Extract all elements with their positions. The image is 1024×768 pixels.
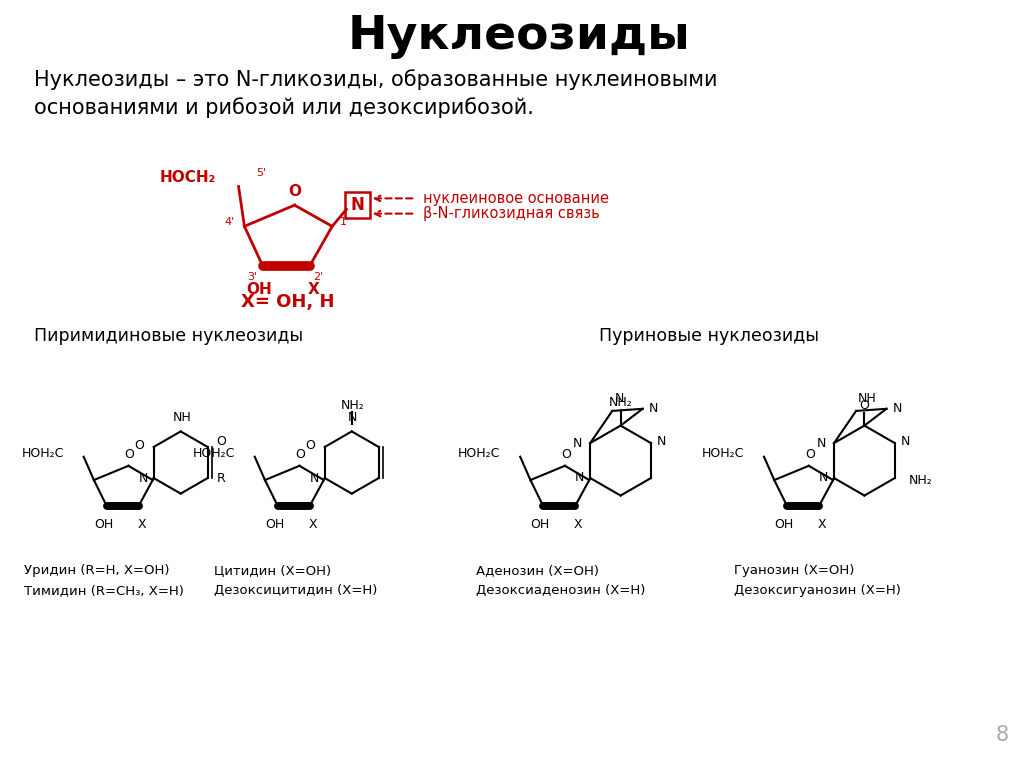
Text: 3': 3' — [247, 272, 257, 282]
Text: O: O — [125, 448, 134, 461]
Text: N: N — [648, 402, 658, 415]
Text: N: N — [901, 435, 910, 448]
Text: N: N — [656, 435, 667, 448]
Text: R: R — [216, 472, 225, 485]
Text: 8: 8 — [995, 725, 1009, 745]
Text: Дезоксицитидин (X=H): Дезоксицитидин (X=H) — [214, 584, 378, 598]
Text: Уридин (R=H, X=OH): Уридин (R=H, X=OH) — [24, 564, 169, 578]
Text: N: N — [892, 402, 902, 415]
Text: 4': 4' — [224, 217, 234, 227]
Text: NH₂: NH₂ — [341, 399, 365, 412]
Text: N: N — [350, 196, 365, 214]
Text: HOCH₂: HOCH₂ — [160, 170, 216, 185]
Text: β-N-гликозидная связь: β-N-гликозидная связь — [423, 206, 600, 221]
Text: HOH₂C: HOH₂C — [22, 447, 63, 460]
Text: Пуриновые нуклеозиды: Пуриновые нуклеозиды — [599, 327, 819, 345]
Text: O: O — [561, 448, 570, 461]
Text: OH: OH — [774, 518, 794, 531]
Text: Цитидин (X=OH): Цитидин (X=OH) — [214, 564, 332, 578]
Text: основаниями и рибозой или дезоксирибозой.: основаниями и рибозой или дезоксирибозой… — [34, 97, 534, 118]
Text: Гуанозин (X=OH): Гуанозин (X=OH) — [733, 564, 854, 578]
Text: N: N — [819, 471, 828, 484]
Text: O: O — [859, 399, 869, 412]
Text: OH: OH — [94, 518, 114, 531]
Text: нуклеиновое основание: нуклеиновое основание — [423, 191, 609, 206]
Text: N: N — [138, 472, 147, 485]
Text: 2': 2' — [313, 272, 324, 282]
Text: HOH₂C: HOH₂C — [193, 447, 234, 460]
Text: X= OH, H: X= OH, H — [242, 293, 335, 311]
Text: Тимидин (R=CH₃, X=H): Тимидин (R=CH₃, X=H) — [24, 584, 183, 598]
Text: O: O — [805, 448, 815, 461]
Text: N: N — [614, 392, 624, 405]
Text: 5': 5' — [256, 168, 266, 178]
Text: X: X — [573, 518, 583, 531]
Text: Нуклеозиды – это N-гликозиды, образованные нуклеиновыми: Нуклеозиды – это N-гликозиды, образованн… — [34, 69, 717, 90]
Text: N: N — [309, 472, 318, 485]
Text: O: O — [296, 448, 305, 461]
Text: N: N — [574, 471, 585, 484]
Text: N: N — [573, 436, 583, 449]
Text: 1': 1' — [340, 217, 350, 227]
Text: NH₂: NH₂ — [908, 474, 932, 487]
Text: X: X — [817, 518, 826, 531]
Text: NH: NH — [858, 392, 877, 405]
Text: X: X — [308, 518, 317, 531]
Text: HOH₂C: HOH₂C — [458, 447, 501, 460]
Text: Пиримидиновые нуклеозиды: Пиримидиновые нуклеозиды — [34, 327, 303, 345]
Text: O: O — [134, 439, 143, 452]
Text: Нуклеозиды: Нуклеозиды — [348, 15, 690, 59]
Text: HOH₂C: HOH₂C — [701, 447, 744, 460]
Text: Дезоксиаденозин (X=H): Дезоксиаденозин (X=H) — [476, 584, 645, 598]
Text: O: O — [288, 184, 301, 199]
Text: N: N — [817, 436, 826, 449]
Text: O: O — [216, 435, 226, 449]
Text: OH: OH — [246, 282, 271, 297]
Text: Аденозин (X=OH): Аденозин (X=OH) — [476, 564, 599, 578]
Text: O: O — [305, 439, 315, 452]
Text: Дезоксигуанозин (X=H): Дезоксигуанозин (X=H) — [733, 584, 900, 598]
Text: OH: OH — [530, 518, 550, 531]
Text: X: X — [307, 282, 319, 297]
Text: X: X — [137, 518, 145, 531]
Text: N: N — [348, 412, 357, 425]
Text: OH: OH — [265, 518, 285, 531]
FancyBboxPatch shape — [344, 192, 370, 218]
Text: NH₂: NH₂ — [608, 396, 633, 409]
Text: NH: NH — [172, 412, 191, 425]
